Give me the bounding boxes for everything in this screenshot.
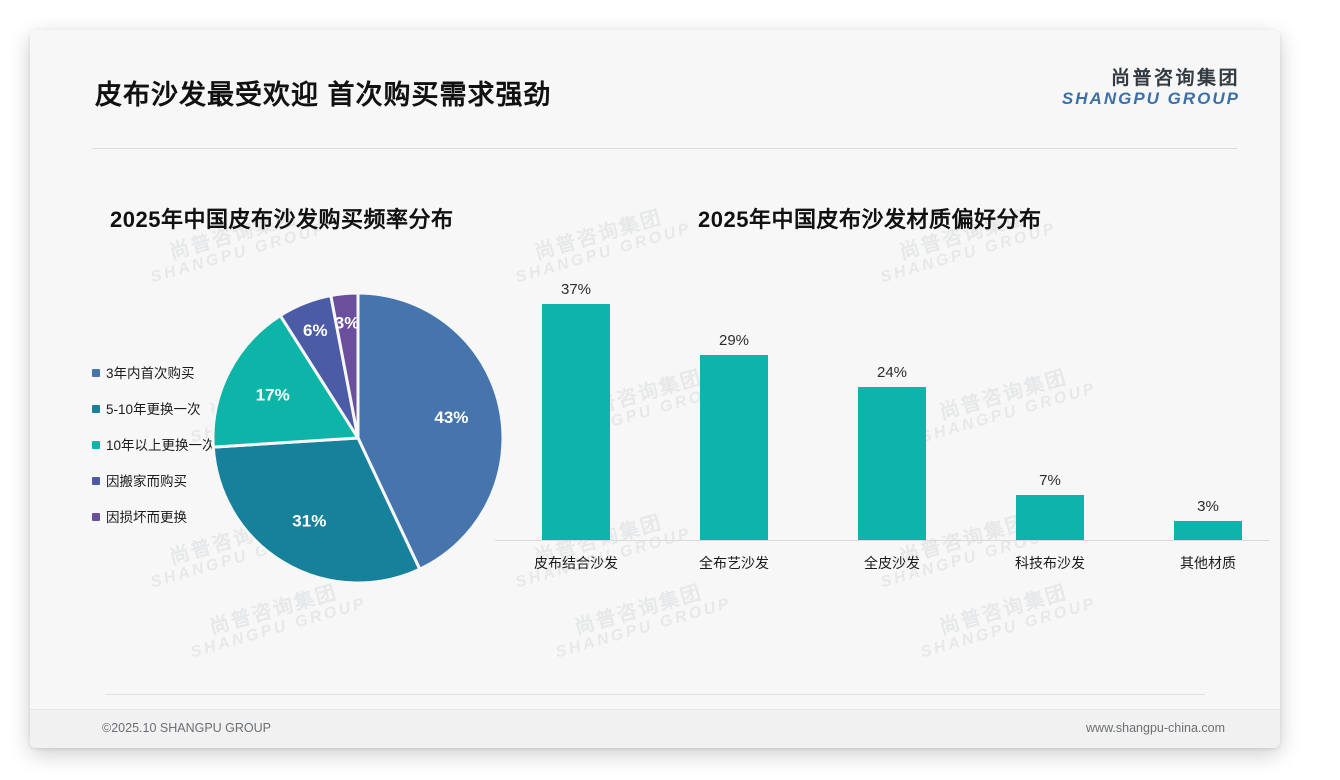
- bar-rect[interactable]: [700, 355, 768, 540]
- watermark-en: SHANGPU GROUP: [918, 594, 1099, 662]
- bar-category-label: 皮布结合沙发: [534, 555, 618, 571]
- bar-rect[interactable]: [1016, 495, 1084, 540]
- pie-slice[interactable]: [356, 291, 505, 572]
- brand-name-en: SHANGPU GROUP: [1061, 89, 1240, 109]
- pie-slice[interactable]: [211, 313, 361, 449]
- brand-logo: 尚普咨询集团 SHANGPU GROUP: [1062, 68, 1240, 108]
- bar-chart-plot: 37% 皮布结合沙发 29% 全布艺沙发 24% 全皮沙发 7% 科技布沙发 3% 其他材质: [485, 245, 1275, 571]
- legend-swatch-icon: [92, 369, 100, 377]
- pie-slice-value: 43%: [434, 408, 468, 427]
- bar-rect[interactable]: [858, 387, 926, 540]
- legend-swatch-icon: [92, 477, 100, 485]
- pie-legend-item[interactable]: 因损坏而更换: [92, 508, 242, 544]
- page-title: 皮布沙发最受欢迎 首次购买需求强劲: [95, 80, 552, 110]
- pie-legend-item[interactable]: 因搬家而购买: [92, 472, 242, 508]
- slide-header: 皮布沙发最受欢迎 首次购买需求强劲 尚普咨询集团 SHANGPU GROUP: [30, 30, 1280, 110]
- bar-column: 7% 科技布沙发: [971, 245, 1129, 571]
- bar-column: 29% 全布艺沙发: [655, 245, 813, 571]
- pie-legend-label: 10年以上更换一次: [106, 438, 216, 453]
- bar-rect[interactable]: [1174, 521, 1242, 540]
- pie-chart-title: 2025年中国皮布沙发购买频率分布: [110, 207, 454, 232]
- bar-category-label: 科技布沙发: [1015, 555, 1085, 571]
- header-divider: [92, 148, 1237, 149]
- pie-slice-value: 31%: [292, 511, 326, 530]
- bar-chart-panel: 37% 皮布结合沙发 29% 全布艺沙发 24% 全皮沙发 7% 科技布沙发 3% 其他材质: [485, 245, 1275, 605]
- legend-swatch-icon: [92, 441, 100, 449]
- footer-copyright: ©2025.10 SHANGPU GROUP: [102, 721, 271, 735]
- slide-footer: ©2025.10 SHANGPU GROUP www.shangpu-china…: [30, 709, 1280, 748]
- pie-legend-item[interactable]: 5-10年更换一次: [92, 400, 242, 436]
- pie-slice[interactable]: [211, 436, 422, 585]
- pie-legend-item[interactable]: 3年内首次购买: [92, 364, 242, 400]
- pie-legend-label: 因搬家而购买: [106, 474, 187, 489]
- bar-value-label: 3%: [1197, 498, 1219, 515]
- footer-website: www.shangpu-china.com: [1086, 721, 1225, 735]
- bar-category-label: 全皮沙发: [864, 555, 920, 571]
- bar-category-label: 其他材质: [1180, 555, 1236, 571]
- pie-chart-legend: 3年内首次购买 5-10年更换一次 10年以上更换一次 因搬家而购买 因损坏而更换: [92, 364, 242, 544]
- legend-swatch-icon: [92, 405, 100, 413]
- bar-rect[interactable]: [542, 304, 610, 540]
- pie-slice-value: 6%: [303, 321, 328, 340]
- pie-legend-label: 5-10年更换一次: [106, 402, 201, 417]
- bar-chart-title: 2025年中国皮布沙发材质偏好分布: [698, 207, 1042, 232]
- brand-name-cn: 尚普咨询集团: [1110, 68, 1240, 89]
- bar-value-label: 7%: [1039, 472, 1061, 489]
- pie-legend-item[interactable]: 10年以上更换一次: [92, 436, 242, 472]
- legend-swatch-icon: [92, 513, 100, 521]
- pie-slice[interactable]: [329, 291, 360, 439]
- pie-slice-value: 17%: [256, 386, 290, 405]
- footnote-divider: [105, 694, 1205, 695]
- bar-column: 37% 皮布结合沙发: [497, 245, 655, 571]
- pie-slice-value: 3%: [335, 314, 360, 333]
- bar-value-label: 29%: [718, 332, 750, 349]
- pie-legend-label: 因损坏而更换: [106, 510, 187, 525]
- slide-card: 尚普咨询集团 SHANGPU GROUP 尚普咨询集团 SHANGPU GROUP 尚普…: [30, 30, 1280, 748]
- pie-chart-svg: 43% 31% 17% 6% 3%: [211, 291, 505, 585]
- bar-category-label: 全布艺沙发: [699, 555, 769, 571]
- bar-column: 3% 其他材质: [1129, 245, 1280, 571]
- pie-legend-label: 3年内首次购买: [106, 366, 195, 381]
- bar-value-label: 24%: [876, 364, 908, 381]
- bar-chart-axis-line: [495, 540, 1270, 541]
- bar-value-label: 37%: [560, 281, 592, 298]
- pie-chart-panel: 3年内首次购买 5-10年更换一次 10年以上更换一次 因搬家而购买 因损坏而更换 43…: [60, 270, 670, 630]
- bar-column: 24% 全皮沙发: [813, 245, 971, 571]
